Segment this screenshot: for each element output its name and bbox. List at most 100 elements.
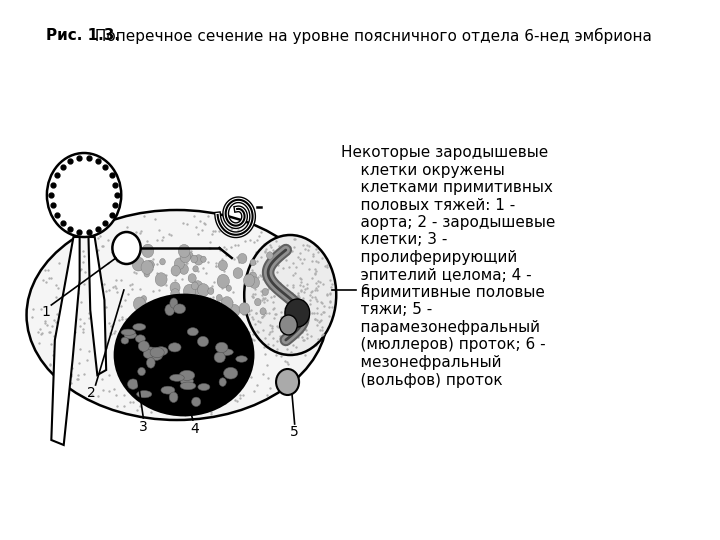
- Circle shape: [180, 251, 191, 263]
- Ellipse shape: [224, 367, 238, 379]
- Text: 3: 3: [139, 420, 148, 434]
- Text: 4: 4: [190, 422, 199, 436]
- Circle shape: [132, 257, 145, 271]
- Circle shape: [156, 273, 167, 286]
- Text: аорта; 2 - зародышевые: аорта; 2 - зародышевые: [341, 215, 555, 230]
- Ellipse shape: [187, 328, 198, 336]
- Text: 2: 2: [87, 386, 96, 400]
- Circle shape: [217, 274, 230, 288]
- Text: 6: 6: [361, 283, 370, 297]
- Ellipse shape: [150, 347, 164, 357]
- Ellipse shape: [142, 347, 157, 353]
- Circle shape: [173, 268, 179, 275]
- Circle shape: [238, 253, 247, 264]
- Ellipse shape: [121, 329, 135, 335]
- Ellipse shape: [150, 349, 163, 360]
- Circle shape: [255, 299, 261, 306]
- Circle shape: [249, 277, 259, 288]
- Text: Поперечное сечение на уровне поясничного отдела 6-нед эмбриона: Поперечное сечение на уровне поясничного…: [90, 28, 652, 44]
- Text: Некоторые зародышевые: Некоторые зародышевые: [341, 145, 548, 160]
- Ellipse shape: [115, 295, 253, 415]
- Circle shape: [179, 245, 190, 258]
- Circle shape: [193, 281, 203, 292]
- Text: эпителий целома; 4 -: эпителий целома; 4 -: [341, 267, 531, 282]
- Ellipse shape: [192, 397, 201, 407]
- Circle shape: [146, 260, 154, 269]
- Circle shape: [194, 255, 203, 265]
- Text: Рис. 1.3.: Рис. 1.3.: [46, 28, 120, 43]
- Ellipse shape: [181, 376, 194, 386]
- Text: 5: 5: [290, 425, 299, 439]
- Ellipse shape: [133, 323, 145, 330]
- Ellipse shape: [138, 367, 145, 376]
- Circle shape: [216, 294, 222, 301]
- Text: клетки окружены: клетки окружены: [341, 163, 505, 178]
- Circle shape: [208, 288, 214, 294]
- Ellipse shape: [135, 335, 145, 342]
- Circle shape: [142, 244, 154, 258]
- Circle shape: [250, 272, 256, 280]
- Text: мезонефральный: мезонефральный: [341, 355, 501, 370]
- Circle shape: [221, 296, 233, 310]
- Ellipse shape: [215, 342, 228, 353]
- Circle shape: [171, 265, 181, 276]
- Circle shape: [262, 288, 269, 295]
- Ellipse shape: [169, 392, 178, 402]
- Circle shape: [160, 259, 166, 265]
- Ellipse shape: [121, 337, 129, 344]
- Ellipse shape: [154, 347, 168, 356]
- Text: пролиферирующий: пролиферирующий: [341, 250, 517, 265]
- Circle shape: [279, 315, 297, 335]
- Circle shape: [197, 284, 209, 296]
- Ellipse shape: [138, 341, 149, 352]
- Text: 1: 1: [42, 305, 50, 319]
- Text: парамезонефральный: парамезонефральный: [341, 320, 540, 335]
- Ellipse shape: [198, 383, 210, 390]
- Circle shape: [233, 268, 243, 279]
- Circle shape: [218, 260, 228, 271]
- Circle shape: [285, 299, 310, 327]
- Circle shape: [191, 255, 197, 263]
- Ellipse shape: [127, 379, 138, 389]
- Text: половых тяжей: 1 -: половых тяжей: 1 -: [341, 198, 515, 213]
- Ellipse shape: [170, 374, 184, 381]
- Text: примитивные половые: примитивные половые: [341, 285, 544, 300]
- Text: (мюллеров) проток; 6 -: (мюллеров) проток; 6 -: [341, 338, 545, 353]
- Circle shape: [47, 153, 121, 237]
- Circle shape: [184, 285, 196, 298]
- Ellipse shape: [180, 382, 196, 390]
- Circle shape: [141, 261, 153, 274]
- Circle shape: [250, 259, 256, 266]
- Ellipse shape: [124, 332, 136, 339]
- Circle shape: [226, 285, 231, 291]
- Circle shape: [276, 369, 299, 395]
- Circle shape: [229, 305, 240, 317]
- Polygon shape: [89, 237, 106, 375]
- Text: (вольфов) проток: (вольфов) проток: [341, 373, 503, 388]
- Text: клетки; 3 -: клетки; 3 -: [341, 233, 447, 247]
- Ellipse shape: [214, 352, 225, 363]
- Ellipse shape: [174, 304, 186, 314]
- Ellipse shape: [143, 349, 153, 359]
- Ellipse shape: [219, 378, 226, 386]
- Circle shape: [192, 282, 198, 290]
- Ellipse shape: [137, 390, 152, 398]
- Circle shape: [239, 303, 250, 315]
- Circle shape: [187, 252, 193, 259]
- Circle shape: [193, 266, 198, 272]
- Circle shape: [129, 251, 137, 260]
- Circle shape: [201, 256, 206, 262]
- Ellipse shape: [219, 349, 233, 355]
- Circle shape: [170, 282, 180, 293]
- Text: клетками примитивных: клетками примитивных: [341, 180, 552, 195]
- Ellipse shape: [170, 298, 178, 308]
- Ellipse shape: [179, 370, 194, 381]
- Circle shape: [171, 289, 179, 299]
- Ellipse shape: [168, 343, 181, 352]
- Circle shape: [141, 295, 147, 302]
- Circle shape: [144, 271, 150, 277]
- Ellipse shape: [244, 235, 336, 355]
- Circle shape: [260, 308, 266, 315]
- Ellipse shape: [197, 336, 209, 347]
- Circle shape: [266, 252, 273, 259]
